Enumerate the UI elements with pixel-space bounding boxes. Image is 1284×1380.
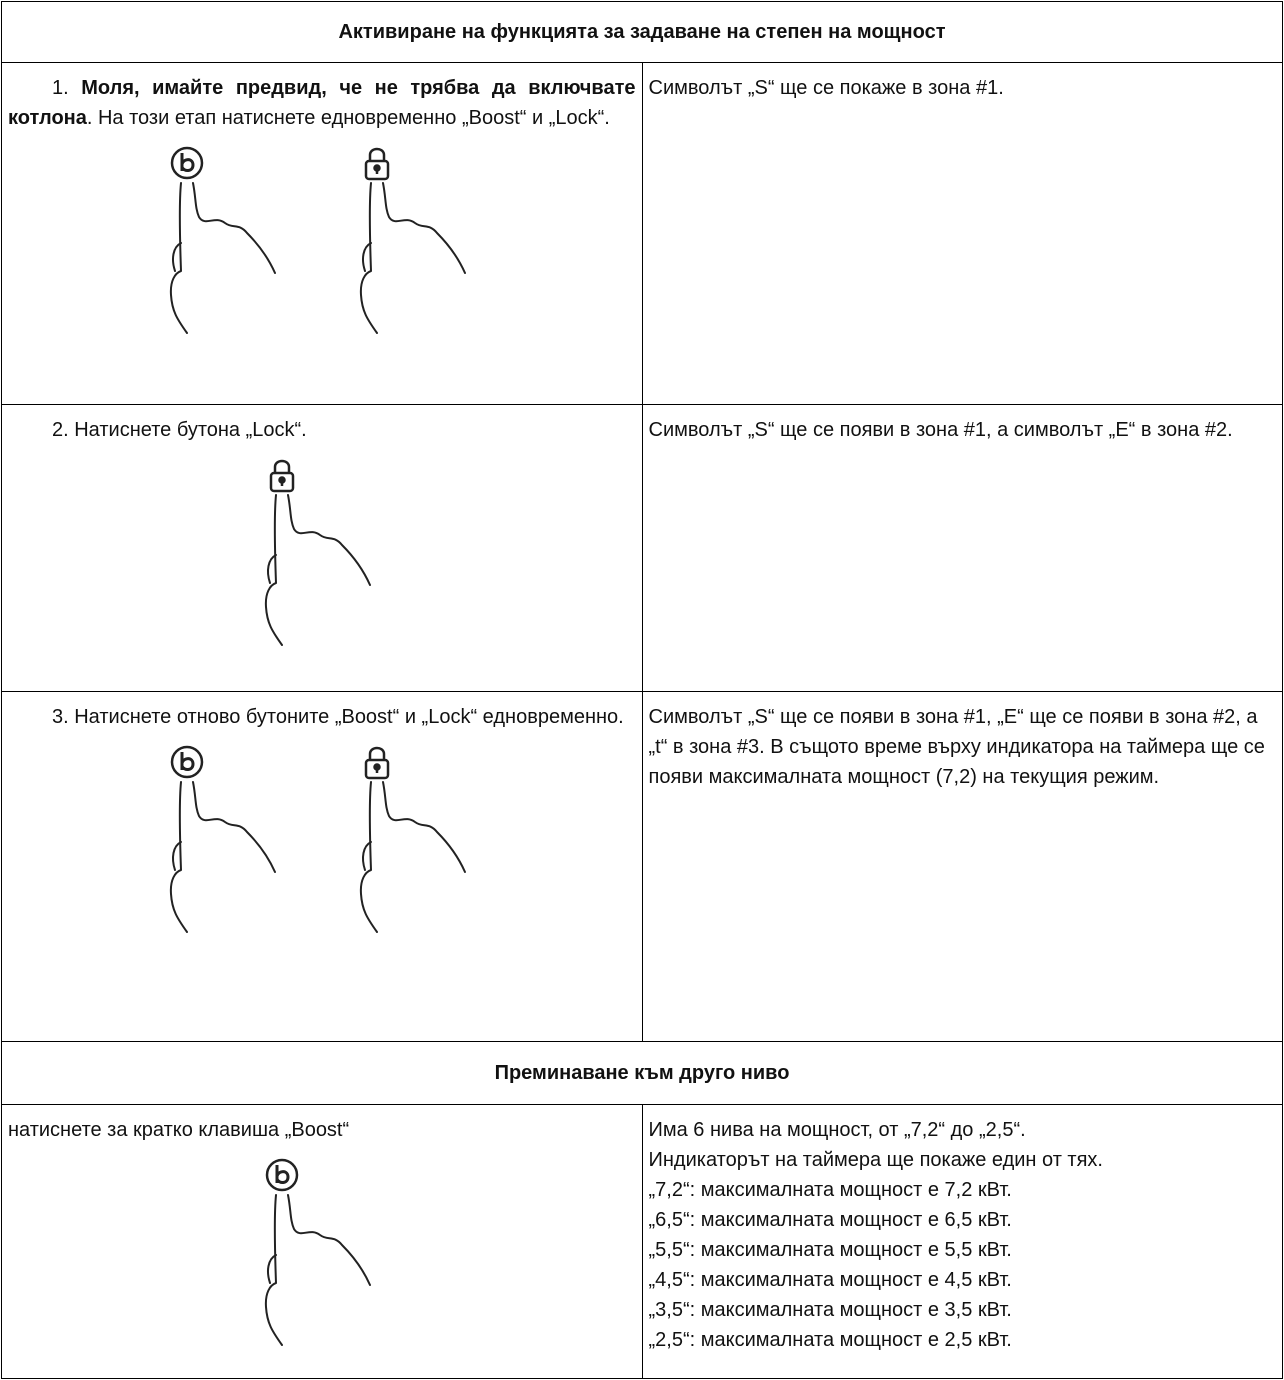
result-line: „5,5“: максималната мощност е 5,5 кВт.	[648, 1239, 1012, 1261]
step-row: 2. Натиснете бутона „Lock“. Символът „S“…	[1, 404, 1283, 692]
result-line: „2,5“: максималната мощност е 2,5 кВт.	[648, 1329, 1012, 1351]
step-row: 1. Моля, имайте предвид, че не трябва да…	[1, 62, 1283, 405]
result-cell: Има 6 нива на мощност, от „7,2“ до „2,5“…	[641, 1104, 1283, 1379]
instruction-cell: 2. Натиснете бутона „Lock“.	[1, 404, 643, 692]
result-cell: Символът „S“ ще се покаже в зона #1.	[641, 62, 1283, 405]
result-cell: Символът „S“ ще се появи в зона #1, а си…	[641, 404, 1283, 692]
result-line: „3,5“: максималната мощност е 3,5 кВт.	[648, 1299, 1012, 1321]
result-line: Има 6 нива на мощност, от „7,2“ до „2,5“…	[648, 1119, 1026, 1141]
result-cell: Символът „S“ ще се появи в зона #1, „E“ …	[641, 691, 1283, 1042]
result-text: Символът „S“ ще се покаже в зона #1.	[648, 77, 1004, 99]
result-line: „4,5“: максималната мощност е 4,5 кВт.	[648, 1269, 1012, 1291]
instruction-text: . На този етап натиснете едновременно „B…	[86, 107, 610, 129]
section-title: Преминаване към друго ниво	[1, 1041, 1283, 1105]
instruction-text: 2. Натиснете бутона „Lock“.	[52, 419, 307, 441]
hand-icons	[8, 742, 636, 942]
result-line: „7,2“: максималната мощност е 7,2 кВт.	[648, 1179, 1012, 1201]
instruction-text: натиснете за кратко клавиша „Boost“	[8, 1119, 350, 1141]
boost-hand-icon	[169, 146, 276, 334]
hand-icons	[8, 455, 636, 655]
hand-icons	[8, 143, 636, 343]
hand-icons	[8, 1155, 636, 1355]
step-row: 3. Натиснете отново бутоните „Boost“ и „…	[1, 691, 1283, 1042]
lock-hand-icon	[264, 459, 371, 646]
result-line: „6,5“: максималната мощност е 6,5 кВт.	[648, 1209, 1012, 1231]
instruction-text: 3. Натиснете отново бутоните „Boost“ и „…	[52, 706, 624, 728]
lock-hand-icon	[359, 147, 466, 334]
instruction-text: 1.	[52, 77, 82, 99]
section-header-row: Преминаване към друго ниво	[1, 1041, 1283, 1105]
result-line: Индикаторът на таймера ще покаже един от…	[648, 1149, 1103, 1171]
instruction-cell: 3. Натиснете отново бутоните „Boost“ и „…	[1, 691, 643, 1042]
instruction-cell: натиснете за кратко клавиша „Boost“	[1, 1104, 643, 1379]
boost-hand-icon	[264, 1158, 371, 1346]
section-title: Активиране на функцията за задаване на с…	[1, 1, 1283, 63]
boost-hand-icon	[169, 745, 276, 933]
result-text: Символът „S“ ще се появи в зона #1, „E“ …	[648, 706, 1265, 788]
instruction-cell: 1. Моля, имайте предвид, че не трябва да…	[1, 62, 643, 405]
section-header-row: Активиране на функцията за задаване на с…	[1, 1, 1283, 63]
lock-hand-icon	[359, 746, 466, 933]
instruction-bold: Моля, имайте предвид, че не трябва да вк…	[8, 77, 636, 129]
step-row: натиснете за кратко клавиша „Boost“ Има …	[1, 1104, 1283, 1379]
result-text: Символът „S“ ще се появи в зона #1, а си…	[648, 419, 1233, 441]
